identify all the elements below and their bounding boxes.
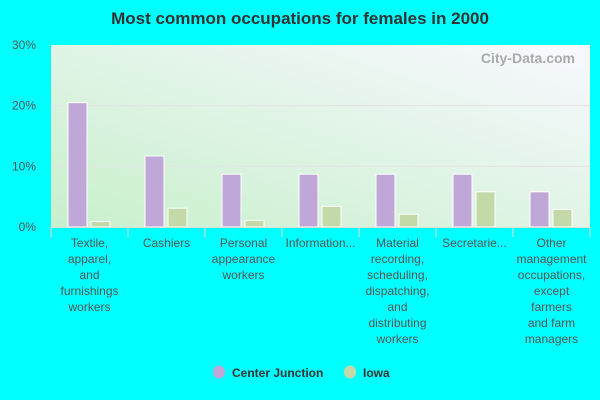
x-tick-label: Personal appearance workers [212, 236, 276, 282]
bar-iowa[interactable] [398, 213, 419, 228]
bar-center-junction[interactable] [452, 173, 473, 228]
legend-marker [213, 365, 225, 379]
bar-iowa[interactable] [475, 191, 496, 228]
x-tick-label: Information... [285, 236, 355, 250]
plot-area [51, 45, 590, 227]
x-tick-label: Secretarie... [442, 236, 507, 250]
legend-item: Iowa [344, 365, 390, 380]
bar-iowa[interactable] [244, 219, 265, 228]
legend-marker [344, 365, 356, 379]
bar-iowa[interactable] [167, 207, 188, 228]
x-tick-label: Cashiers [143, 236, 190, 250]
x-tick-label: Other management occupations, except farmers… [516, 236, 587, 346]
y-tick-label: 0% [19, 220, 37, 234]
bar-center-junction[interactable] [298, 173, 319, 228]
bar-iowa[interactable] [90, 221, 111, 228]
bar-iowa[interactable] [321, 205, 342, 228]
bar-center-junction[interactable] [375, 173, 396, 228]
bar-center-junction[interactable] [144, 155, 165, 228]
watermark: City-Data.com [481, 50, 575, 66]
x-tick-label: Material recording, scheduling, dispatching… [365, 236, 429, 346]
legend-label: Center Junction [232, 366, 323, 380]
y-tick-label: 20% [12, 99, 36, 113]
bar-center-junction[interactable] [221, 173, 242, 228]
bar-iowa[interactable] [552, 208, 573, 228]
x-tick-label: Textile, apparel, and furnishings workers [60, 236, 118, 314]
y-tick-label: 10% [12, 159, 36, 173]
bar-center-junction[interactable] [529, 191, 550, 228]
y-tick-label: 30% [12, 38, 36, 52]
bar-center-junction[interactable] [67, 102, 88, 228]
chart-title: Most common occupations for females in 2… [111, 9, 489, 28]
legend-item: Center Junction [213, 365, 323, 380]
legend-label: Iowa [363, 366, 390, 380]
